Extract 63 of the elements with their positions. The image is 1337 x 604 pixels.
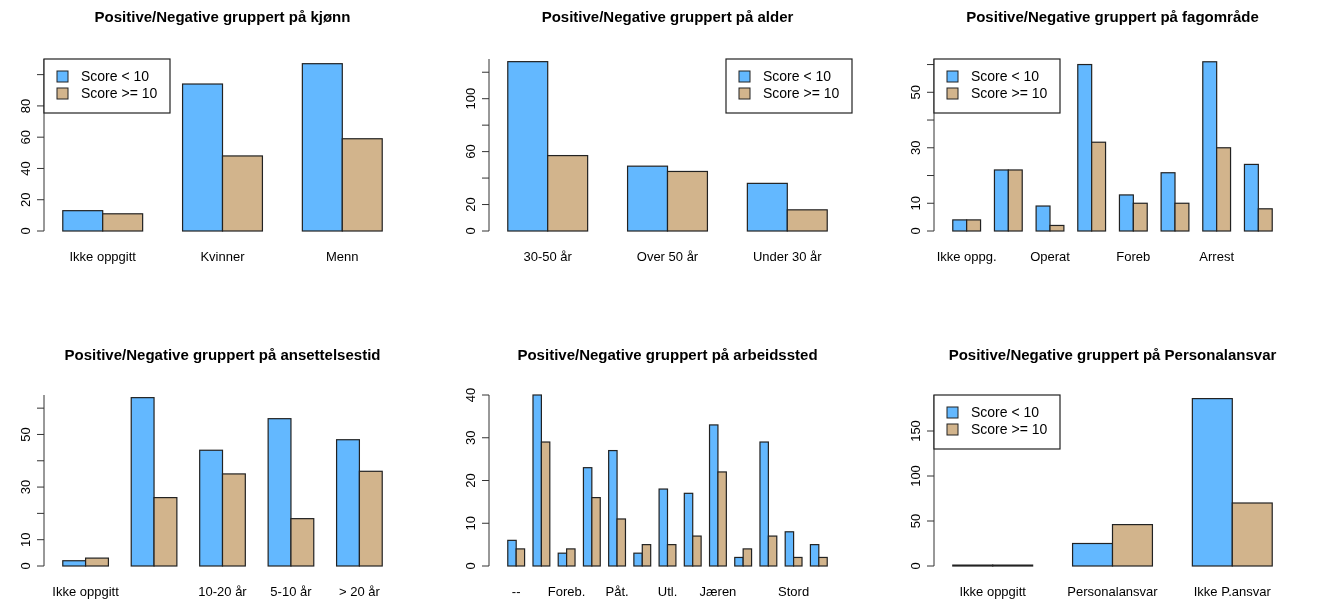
x-tick-label: Operat [1030, 249, 1071, 264]
x-tick-label: 10-20 år [198, 584, 248, 599]
y-tick-label: 150 [908, 420, 923, 442]
x-tick-label: Under 30 år [752, 249, 823, 264]
y-tick-label: 0 [463, 562, 478, 570]
x-tick-label: Ikke P.ansvar [1193, 584, 1272, 599]
y-tick-label: 40 [463, 387, 478, 403]
chart-title: Positive/Negative gruppert på Personalansvar [948, 346, 1277, 363]
chart-title: Positive/Negative gruppert på alder [541, 8, 794, 25]
y-tick-label: 50 [908, 85, 923, 100]
chart-title: Positive/Negative gruppert på ansettelsestid [64, 346, 381, 363]
x-tick-label: Utl. [657, 584, 678, 599]
x-tick-label: > 20 år [338, 584, 381, 599]
x-tick-label: Ikke oppgitt [959, 584, 1027, 599]
x-tick-label: Ikke oppg. [936, 249, 997, 264]
y-tick-label: 20 [463, 197, 478, 212]
x-tick-label: Kvinner [200, 249, 246, 264]
x-tick-label: 30-50 år [523, 249, 573, 264]
x-tick-label: Påt. [605, 584, 629, 599]
legend-label: Score >= 10 [81, 85, 158, 101]
y-tick-label: 60 [463, 144, 478, 159]
x-tick-label: Foreb [1116, 249, 1151, 264]
y-tick-label: 30 [463, 430, 478, 445]
legend-label: Score < 10 [971, 68, 1040, 84]
x-tick-label: Menn [326, 249, 359, 264]
y-tick-label: 20 [18, 192, 33, 207]
y-tick-label: 60 [18, 129, 33, 145]
y-tick-label: 10 [908, 196, 923, 211]
x-tick-label: Ikke oppgitt [52, 584, 120, 599]
chart-title: Positive/Negative gruppert på kjønn [94, 8, 351, 25]
y-tick-label: 100 [908, 465, 923, 487]
legend-label: Score < 10 [81, 68, 150, 84]
x-tick-label: Over 50 år [636, 249, 699, 264]
y-tick-label: 0 [18, 227, 33, 235]
y-tick-label: 20 [463, 473, 478, 488]
y-tick-label: 40 [18, 161, 33, 176]
chart-title: Positive/Negative gruppert på fagområde [966, 8, 1259, 25]
y-tick-label: 30 [18, 479, 33, 495]
y-tick-label: 0 [908, 562, 923, 570]
x-tick-label: Foreb. [547, 584, 586, 599]
legend-label: Score >= 10 [763, 85, 840, 101]
y-tick-label: 0 [463, 227, 478, 235]
legend-label: Score >= 10 [971, 421, 1048, 437]
x-tick-label: Ikke oppgitt [69, 249, 137, 264]
y-tick-label: 50 [18, 427, 33, 442]
y-tick-label: 0 [18, 562, 33, 570]
x-tick-label: -- [511, 584, 521, 599]
legend-label: Score < 10 [971, 404, 1040, 420]
y-tick-label: 10 [18, 532, 33, 547]
y-tick-label: 50 [908, 513, 923, 529]
y-tick-label: 0 [908, 227, 923, 235]
x-tick-label: Personalansvar [1067, 584, 1159, 599]
x-tick-label: Arrest [1199, 249, 1235, 264]
y-tick-label: 100 [463, 87, 478, 110]
legend-label: Score >= 10 [971, 85, 1048, 101]
x-tick-label: Stord [778, 584, 810, 599]
y-tick-label: 80 [18, 98, 33, 114]
chart-title: Positive/Negative gruppert på arbeidssted [517, 346, 818, 363]
x-tick-label: Jæren [699, 584, 737, 599]
x-tick-label: 5-10 år [270, 584, 313, 599]
y-tick-label: 10 [463, 516, 478, 531]
y-tick-label: 30 [908, 140, 923, 156]
legend-label: Score < 10 [763, 68, 832, 84]
